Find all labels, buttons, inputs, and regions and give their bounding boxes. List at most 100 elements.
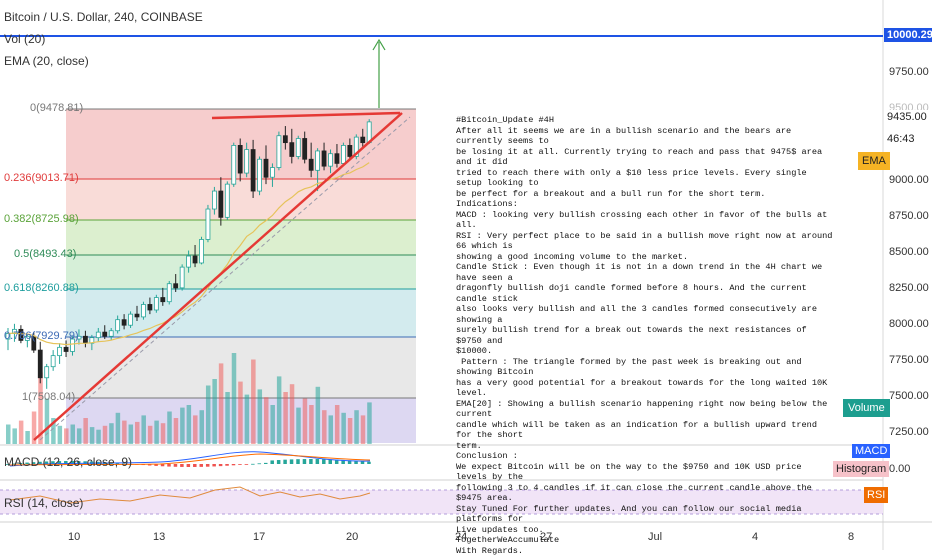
macd-histogram-bar <box>302 459 307 464</box>
macd-axis-value: 0.00 <box>889 463 911 475</box>
macd-histogram-bar <box>147 464 152 466</box>
volume-bar <box>115 412 121 444</box>
analysis-note: #Bitcoin_Update #4H After all it seems w… <box>456 115 833 556</box>
volume-bar <box>360 415 366 444</box>
macd-histogram-bar <box>225 464 229 466</box>
volume-bar <box>231 353 237 444</box>
candle-body <box>282 135 288 144</box>
candle-body <box>295 138 301 157</box>
volume-bar <box>205 385 211 444</box>
candle-body <box>95 331 101 339</box>
macd-histogram-bar <box>276 460 281 464</box>
fib-zone-5-618 <box>66 255 416 289</box>
volume-bar <box>186 405 192 444</box>
volume-bar <box>328 415 333 444</box>
macd-histogram-bar <box>57 461 62 464</box>
volume-bar <box>199 410 204 444</box>
volume-bar <box>251 359 256 444</box>
macd-histogram-bar <box>18 463 23 464</box>
rsi-band <box>0 490 883 514</box>
macd-line <box>9 451 371 467</box>
volume-bar <box>18 420 24 444</box>
symbol-title[interactable]: Bitcoin / U.S. Dollar, 240, COINBASE <box>4 10 203 24</box>
fib-label-618: 0.618(8260.88) <box>4 282 79 294</box>
rsi-indicator-label[interactable]: RSI (14, close) <box>4 496 84 510</box>
volume-bar <box>296 407 301 444</box>
macd-histogram-bar <box>51 461 55 464</box>
macd-histogram-bar <box>244 464 249 465</box>
price-tick: 9750.00 <box>889 66 929 78</box>
candle-body <box>334 153 340 164</box>
candle-body <box>270 167 275 178</box>
volume-bar <box>347 418 353 444</box>
candles <box>5 119 372 389</box>
volume-bar <box>180 407 185 444</box>
volume-bar <box>141 415 146 444</box>
time-tick: 27 <box>540 531 553 543</box>
candle-body <box>134 313 140 318</box>
projection-dashed-line <box>39 116 411 441</box>
price-tick: 8500.00 <box>889 246 929 258</box>
volume-bar <box>109 423 114 444</box>
volume-bar <box>264 397 269 444</box>
macd-histogram-bar <box>296 459 300 464</box>
candle-body <box>5 333 11 340</box>
volume-bar <box>122 420 127 444</box>
macd-histogram-bar <box>354 460 358 464</box>
volume-badge[interactable]: Volume <box>843 399 890 417</box>
macd-histogram-bar <box>328 459 332 464</box>
ema-indicator-label[interactable]: EMA (20, close) <box>4 54 89 68</box>
time-tick: 8 <box>848 531 855 543</box>
volume-bar <box>70 424 75 444</box>
macd-histogram-bar <box>186 464 191 467</box>
volume-bar <box>315 386 321 444</box>
candle-body <box>192 255 198 264</box>
fib-label-5: 0.5(8493.43) <box>14 248 77 260</box>
macd-histogram-bar <box>334 459 339 464</box>
rsi-badge[interactable]: RSI <box>864 487 889 503</box>
histogram-badge[interactable]: Histogram <box>833 461 890 477</box>
candle-body <box>308 158 314 171</box>
macd-histogram-bar <box>44 461 49 464</box>
candle-body <box>153 297 159 311</box>
volume-bars <box>6 353 372 444</box>
target-price-badge: 10000.29 <box>884 28 932 42</box>
candle-body <box>353 136 359 157</box>
macd-histogram-bar <box>283 459 287 464</box>
candle-body <box>147 304 153 311</box>
fib-label-382: 0.382(8725.98) <box>4 213 79 225</box>
price-tick: 7500.00 <box>889 390 929 402</box>
candle-body <box>237 145 243 174</box>
macd-histogram-bar <box>347 460 352 464</box>
candle-body <box>50 355 56 368</box>
candle-body <box>102 331 108 337</box>
vol-indicator-label[interactable]: Vol (20) <box>4 32 46 46</box>
volume-bar <box>51 418 56 444</box>
macd-indicator-label[interactable]: MACD (12, 26, close, 9) <box>4 455 133 469</box>
price-tick: 8750.00 <box>889 210 929 222</box>
rsi-line <box>9 486 371 504</box>
volume-bar <box>135 421 140 444</box>
volume-bar <box>334 405 340 444</box>
candle-body <box>224 183 230 218</box>
candle-countdown: 46:43 <box>884 132 918 146</box>
volume-bar <box>193 415 198 444</box>
candle-body <box>218 190 224 218</box>
volume-bar <box>25 431 30 444</box>
ema-badge[interactable]: EMA <box>858 152 890 170</box>
candle-body <box>347 145 353 157</box>
candle-body <box>263 158 269 178</box>
volume-bar <box>289 384 295 444</box>
macd-histogram-bar <box>322 459 326 464</box>
fib-label-1: 1(7508.04) <box>22 391 76 403</box>
fib-label-786: 0.786(7929.79) <box>4 330 79 342</box>
volume-bar <box>44 398 50 444</box>
candle-body <box>57 346 62 357</box>
candle-body <box>44 366 50 379</box>
macd-histogram-bar <box>6 464 10 465</box>
candle-body <box>315 150 321 171</box>
candle-body <box>231 145 237 185</box>
macd-badge[interactable]: MACD <box>852 444 891 458</box>
volume-bar <box>89 427 95 444</box>
